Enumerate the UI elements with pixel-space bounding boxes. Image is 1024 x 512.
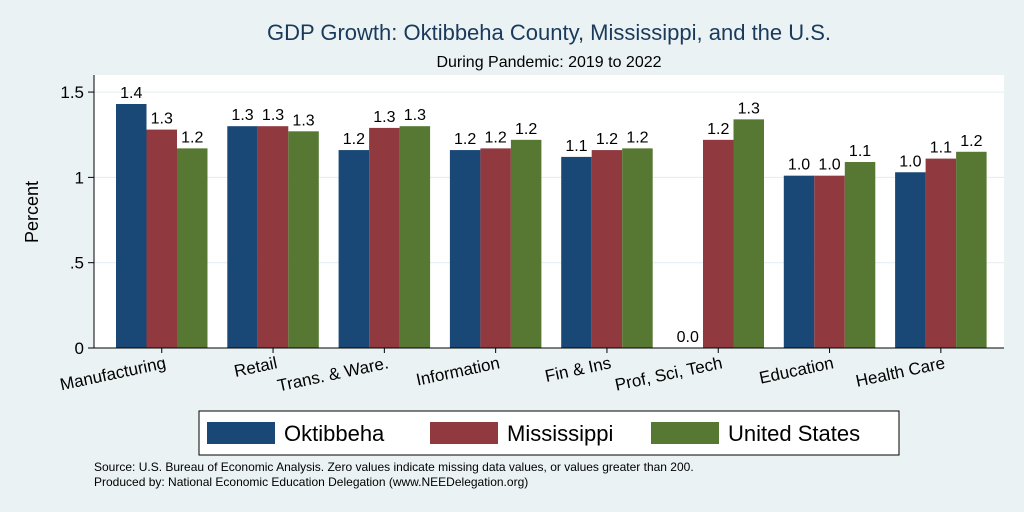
data-label: 1.3: [151, 111, 173, 128]
bar: [591, 150, 623, 348]
data-label: 1.4: [120, 85, 142, 102]
bar: [510, 139, 542, 348]
bar: [257, 126, 289, 348]
legend: Oktibbeha Mississippi United States: [198, 410, 900, 456]
bar: [288, 131, 319, 348]
chart-title: GDP Growth: Oktibbeha County, Mississipp…: [267, 20, 831, 45]
data-label: 1.0: [788, 157, 810, 174]
data-label: 1.2: [960, 133, 982, 150]
bar: [956, 151, 987, 348]
data-label: 1.3: [404, 107, 426, 124]
y-tick-label: 1.5: [60, 83, 84, 102]
y-tick-label: 1: [75, 168, 84, 187]
data-label: 1.2: [454, 131, 476, 148]
bar: [177, 148, 208, 348]
data-label: 1.2: [596, 131, 618, 148]
chart-subtitle: During Pandemic: 2019 to 2022: [436, 54, 661, 71]
x-tick-label: Prof, Sci, Tech: [613, 353, 724, 394]
produced-by-note: Produced by: National Economic Education…: [94, 475, 529, 489]
y-axis-label: Percent: [22, 181, 42, 243]
bar: [703, 139, 734, 348]
bar: [895, 172, 926, 348]
data-label: 1.2: [515, 121, 537, 138]
legend-swatch: [430, 422, 498, 444]
data-label: 1.0: [818, 157, 840, 174]
bar: [480, 148, 511, 348]
legend-label: Oktibbeha: [284, 421, 385, 446]
data-label: 1.3: [292, 112, 314, 129]
source-note: Source: U.S. Bureau of Economic Analysis…: [94, 460, 694, 474]
bar: [925, 158, 957, 348]
x-tick-label: Retail: [232, 353, 278, 381]
data-label: 1.0: [899, 153, 921, 170]
legend-swatch: [651, 422, 719, 444]
data-label: 1.1: [849, 143, 871, 160]
data-label: 1.2: [181, 129, 203, 146]
x-tick-label: Manufacturing: [58, 353, 167, 394]
bar: [844, 162, 876, 348]
data-labels: 1.4 1.3 1.2 1.3 1.3 1.3 1.2 1.3 1.3 1.2 1.2 1.2 1.1 1…: [120, 85, 982, 346]
x-tick-label: Trans. & Ware.: [276, 353, 391, 395]
y-tick-label: .5: [70, 254, 84, 273]
legend-label: United States: [728, 421, 860, 446]
data-label: 1.1: [930, 140, 952, 157]
legend-label: Mississippi: [507, 421, 613, 446]
data-label: 1.3: [231, 107, 253, 124]
bar: [116, 104, 147, 348]
x-tick-label: Fin & Ins: [543, 353, 613, 386]
data-label: 1.3: [373, 109, 395, 126]
legend-swatch: [207, 422, 275, 444]
x-tick-label: Health Care: [854, 353, 947, 390]
data-label: 1.2: [707, 121, 729, 138]
legend-box: [198, 410, 900, 456]
bar: [622, 148, 653, 348]
y-tick-label: 0: [75, 339, 84, 358]
bars: [116, 104, 987, 348]
data-label: 0.0: [677, 329, 699, 346]
bar: [369, 127, 400, 348]
bar: [814, 175, 845, 348]
data-label: 1.2: [485, 129, 507, 146]
bar: [449, 150, 481, 348]
data-label: 1.1: [565, 138, 587, 155]
bar: [783, 175, 815, 348]
bar: [733, 119, 764, 348]
data-label: 1.2: [626, 129, 648, 146]
x-tick-label: Education: [757, 353, 835, 387]
data-label: 1.2: [343, 131, 365, 148]
data-label: 1.3: [738, 100, 760, 117]
bar: [146, 129, 177, 348]
bar: [227, 126, 258, 348]
data-label: 1.3: [262, 107, 284, 124]
bar: [561, 156, 592, 348]
bar: [399, 126, 431, 348]
bar: [338, 150, 370, 348]
x-tick-label: Information: [414, 353, 501, 389]
